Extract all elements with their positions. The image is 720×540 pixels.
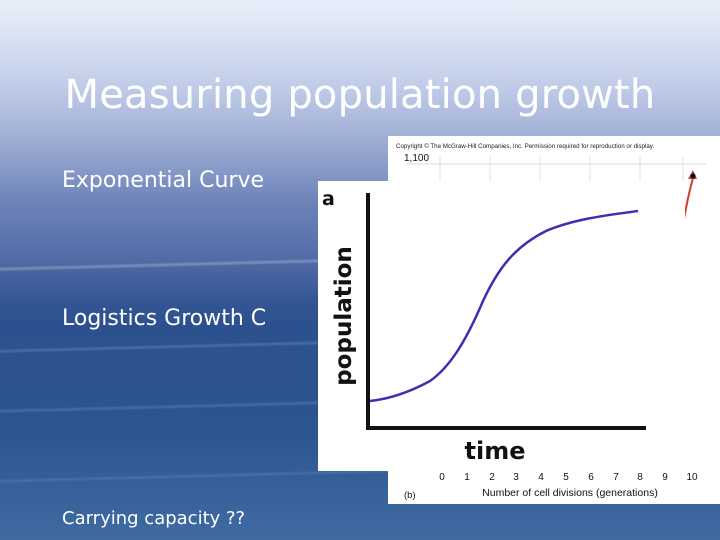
x-tick-label: 10	[686, 472, 698, 483]
x-tick-label: 5	[563, 472, 569, 483]
bullet-logistics-growth: Logistics Growth C	[62, 306, 267, 331]
slide-title: Measuring population growth	[64, 72, 656, 118]
bullet-carrying-capacity: Carrying capacity ??	[62, 508, 246, 529]
copyright-notice: Copyright © The McGraw-Hill Companies, I…	[396, 143, 654, 150]
x-tick-label: 9	[662, 472, 668, 483]
x-tick-label: 8	[637, 472, 643, 483]
logistic-growth-figure: a population time	[318, 181, 685, 471]
x-tick-label: 7	[613, 472, 619, 483]
panel-label-a: a	[322, 188, 335, 210]
x-tick-label: 4	[538, 472, 544, 483]
x-tick-label: 3	[513, 472, 519, 483]
logistic-chart: a population time	[322, 188, 646, 465]
x-tick-label: 0	[439, 472, 445, 483]
panel-label-b: (b)	[404, 490, 416, 501]
logistic-curve	[369, 209, 639, 403]
x-axis-title: Number of cell divisions (generations)	[482, 487, 658, 499]
x-tick-label: 1	[464, 472, 470, 483]
x-axis-title: time	[465, 437, 526, 465]
x-tick-label: 6	[588, 472, 594, 483]
bullet-exponential-curve: Exponential Curve	[62, 168, 264, 193]
y-axis-title: population	[331, 246, 357, 386]
x-tick-label: 2	[489, 472, 495, 483]
data-point	[690, 173, 696, 179]
y-axis-top-label: 1,100	[404, 153, 429, 164]
